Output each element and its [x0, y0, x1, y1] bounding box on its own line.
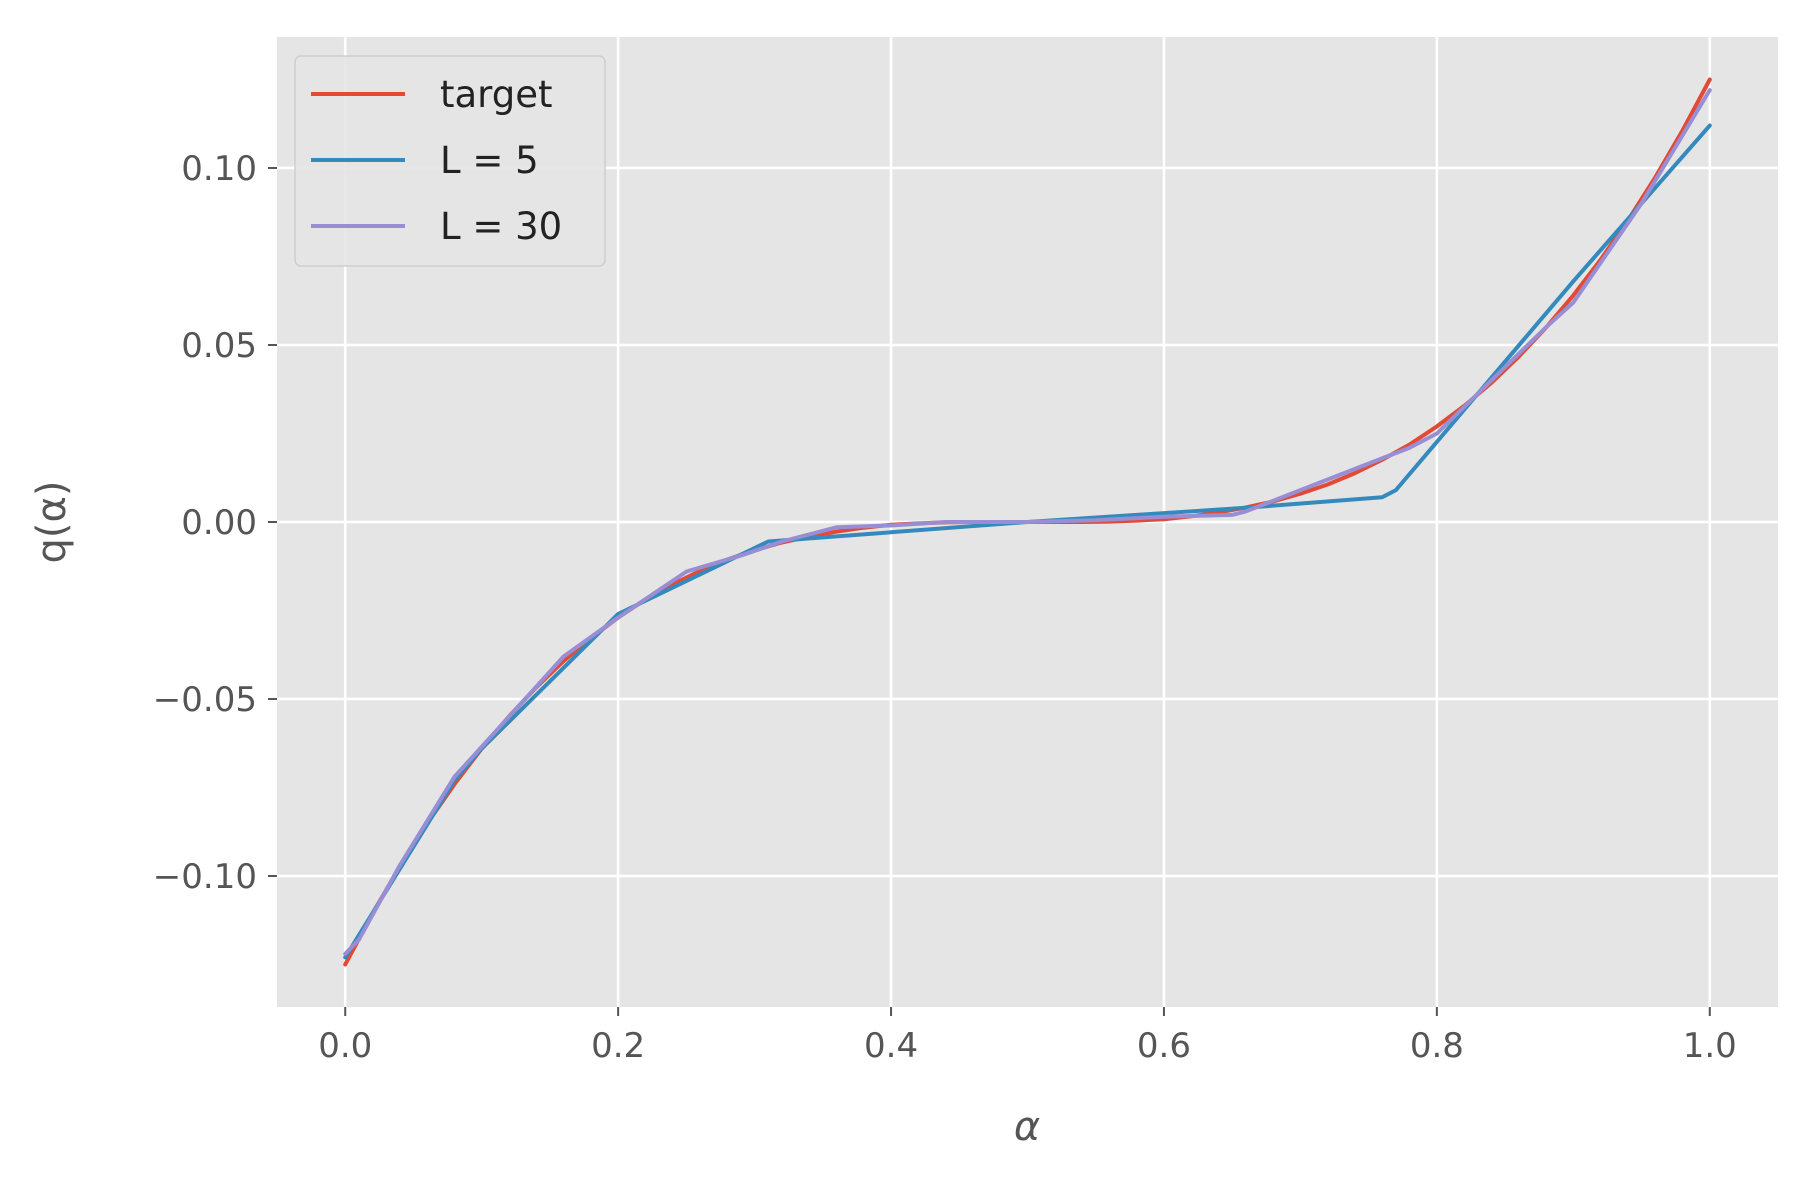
- y-axis-label: q(α): [29, 481, 75, 564]
- x-tick-label: 0.6: [1137, 1026, 1191, 1066]
- y-tick-label: −0.10: [153, 857, 257, 897]
- x-tick-label: 0.8: [1410, 1026, 1464, 1066]
- x-tick-label: 0.0: [318, 1026, 372, 1066]
- series-lines: [343, 77, 1712, 967]
- series-line-3: [343, 88, 1712, 956]
- x-tick-label: 0.4: [864, 1026, 918, 1066]
- axis-ticks: 0.0 0.2 0.4 0.6 0.8 1.0 −0.10 −0.05 0.00 0.05 0.10: [153, 149, 1737, 1066]
- legend-label: L = 5: [440, 139, 539, 182]
- y-tick-label: −0.05: [153, 680, 257, 720]
- y-tick-label: 0.10: [181, 149, 257, 189]
- y-tick-label: 0.05: [181, 326, 257, 366]
- legend-label: target: [440, 73, 553, 116]
- x-axis-label: α: [1014, 1104, 1040, 1150]
- x-tick-label: 0.2: [591, 1026, 645, 1066]
- legend-label: L = 30: [440, 205, 562, 248]
- legend-box: [294, 55, 606, 267]
- x-tick-label: 1.0: [1683, 1026, 1737, 1066]
- y-tick-label: 0.00: [181, 503, 257, 543]
- legend: target L = 5 L = 30: [294, 55, 606, 267]
